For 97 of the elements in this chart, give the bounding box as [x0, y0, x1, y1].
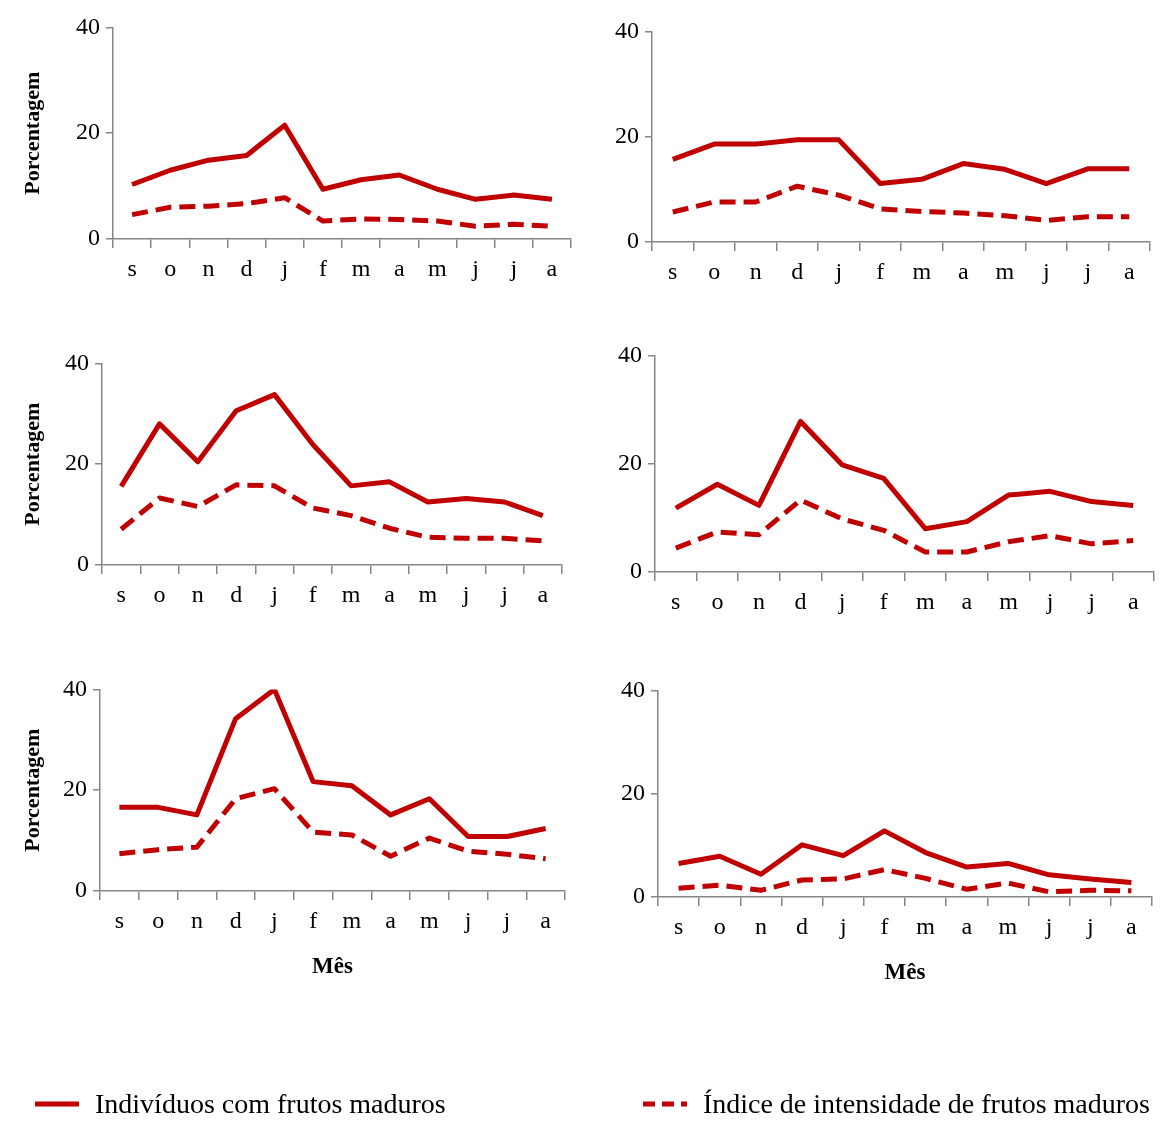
x-tick-label: m [912, 257, 932, 284]
x-tick-label: j [834, 257, 843, 284]
x-tick-label: j [837, 587, 846, 614]
x-tick-label: n [752, 587, 765, 614]
y-tick-label: 0 [633, 882, 645, 909]
y-tick-label: 40 [618, 340, 642, 367]
x-tick-label: m [995, 257, 1015, 284]
y-axis-title: Porcentagem [18, 728, 44, 852]
y-tick-label: 0 [630, 557, 642, 584]
y-tick-label: 40 [76, 12, 100, 39]
y-axis-title: Porcentagem [18, 71, 44, 195]
y-tick-label: 20 [618, 449, 642, 475]
x-tick-label: j [461, 580, 470, 607]
x-tick-label: j [1087, 587, 1095, 614]
x-tick-label: j [502, 906, 511, 933]
legend-label: Indivíduos com frutos maduros [95, 1088, 446, 1120]
y-tick-label: 20 [65, 449, 89, 476]
x-axis-title: Mês [884, 959, 926, 985]
x-tick-label: j [1085, 912, 1094, 939]
x-tick-label: d [791, 257, 804, 284]
x-tick-label: m [341, 580, 361, 607]
x-tick-label: s [673, 912, 684, 939]
x-tick-label: s [668, 257, 678, 284]
x-tick-label: m [999, 587, 1019, 614]
x-tick-label: m [342, 906, 362, 933]
y-tick-label: 0 [88, 224, 100, 251]
x-tick-label: o [713, 912, 726, 939]
x-tick-label: f [879, 587, 888, 614]
x-tick-label: s [671, 587, 681, 614]
x-tick-label: j [270, 580, 278, 607]
x-tick-label: d [230, 580, 243, 607]
x-tick-label: f [880, 912, 889, 939]
x-tick-label: o [152, 906, 165, 933]
x-tick-label: a [1123, 257, 1135, 284]
x-tick-label: a [537, 580, 549, 607]
y-tick-label: 0 [75, 876, 87, 903]
x-tick-label: f [318, 254, 327, 281]
x-tick-label: d [794, 587, 807, 614]
x-tick-label: m [420, 906, 440, 933]
y-tick-label: 40 [63, 674, 87, 701]
y-tick-label: 40 [615, 16, 639, 43]
y-tick-label: 0 [627, 227, 639, 254]
x-tick-label: a [393, 254, 405, 281]
x-tick-label: o [153, 580, 166, 607]
x-tick-label: j [463, 906, 472, 933]
x-tick-label: n [754, 912, 767, 939]
x-tick-label: m [915, 587, 935, 614]
x-tick-label: f [309, 906, 318, 933]
x-tick-label: o [164, 254, 177, 281]
x-tick-label: m [428, 254, 448, 281]
x-tick-label: a [1127, 587, 1139, 614]
x-tick-label: a [546, 254, 558, 281]
x-tick-label: n [190, 906, 203, 933]
x-tick-label: j [1041, 257, 1050, 284]
x-tick-label: m [916, 912, 936, 939]
x-tick-label: d [796, 912, 809, 939]
x-tick-label: f [308, 580, 317, 607]
x-tick-label: j [509, 254, 518, 281]
y-tick-label: 20 [76, 118, 100, 145]
x-tick-label: j [270, 906, 278, 933]
x-tick-label: f [876, 257, 885, 284]
x-axis-title: Mês [312, 953, 353, 979]
x-tick-label: d [229, 906, 242, 933]
y-tick-label: 20 [621, 779, 645, 805]
x-tick-label: m [351, 254, 371, 281]
x-tick-label: a [961, 912, 973, 939]
x-tick-label: a [957, 257, 969, 284]
x-tick-label: s [127, 254, 137, 281]
x-tick-label: o [711, 587, 724, 614]
x-tick-label: j [471, 254, 479, 281]
x-tick-label: a [540, 906, 552, 933]
x-tick-label: n [191, 580, 204, 607]
x-tick-label: j [280, 254, 289, 281]
y-tick-label: 40 [621, 675, 645, 702]
y-tick-label: 20 [63, 775, 87, 802]
x-tick-label: a [385, 906, 397, 933]
x-tick-label: j [1044, 912, 1053, 939]
x-tick-label: m [418, 580, 438, 607]
x-tick-label: j [838, 912, 847, 939]
x-tick-label: j [1045, 587, 1054, 614]
x-tick-label: a [1126, 912, 1138, 939]
y-tick-label: 40 [65, 348, 89, 375]
y-tick-label: 0 [77, 550, 89, 577]
x-tick-label: a [384, 580, 396, 607]
legend-label: Índice de intensidade de frutos maduros [702, 1088, 1150, 1120]
x-tick-label: n [202, 254, 215, 281]
x-tick-label: m [998, 912, 1018, 939]
x-tick-label: j [1083, 257, 1092, 284]
x-tick-label: j [500, 580, 508, 607]
y-axis-title: Porcentagem [18, 402, 44, 526]
y-tick-label: 20 [615, 122, 639, 148]
x-tick-label: s [114, 906, 125, 933]
x-tick-label: d [240, 254, 253, 281]
x-tick-label: o [708, 257, 721, 284]
x-tick-label: s [116, 580, 126, 607]
x-tick-label: a [961, 587, 973, 614]
x-tick-label: n [749, 257, 762, 284]
